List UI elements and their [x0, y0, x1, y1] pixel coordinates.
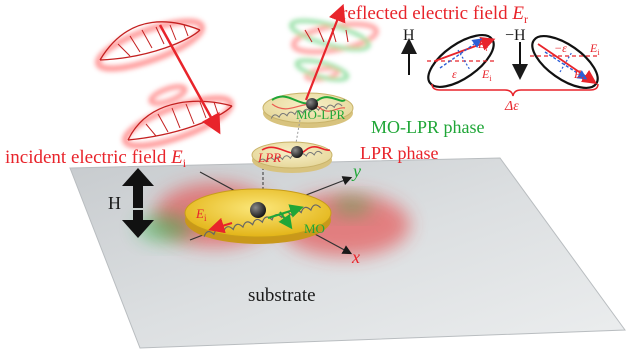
inset-left-ei: Ei — [481, 67, 492, 83]
substrate-label: substrate — [248, 285, 316, 306]
plasmonic-disk — [184, 188, 332, 244]
mo-lpr-phase-label: MO-LPR phase — [371, 117, 485, 137]
disk-mo-lpr-label: MO-LPR — [296, 107, 345, 122]
polarization-inset — [401, 34, 600, 97]
inset-delta-eps: Δε — [504, 99, 519, 114]
reflected-wave — [289, 3, 379, 101]
lpr-phase-label: LPR phase — [360, 143, 439, 163]
disk-ei-label: Ei — [195, 206, 207, 223]
axis-x-label: x — [351, 247, 360, 267]
lpr-disk — [251, 141, 333, 173]
incident-wave — [95, 18, 234, 149]
incident-field-label: incident electric field Ei — [5, 147, 187, 170]
inset-h-minus: −H — [505, 27, 526, 44]
inset-right-ei: Ei — [589, 41, 600, 57]
mo-lpr-disk — [262, 92, 354, 128]
h-field-label: H — [108, 193, 121, 213]
h-field-arrow — [122, 168, 154, 238]
axis-y-label: y — [351, 161, 361, 181]
inset-left-eps: ε — [452, 67, 457, 81]
disk-lpr-label: LPR — [257, 150, 281, 165]
inset-right-neg-eps: −ε — [554, 41, 567, 55]
disk-mo-label: MO — [304, 221, 325, 236]
inset-h-plus: H — [403, 27, 415, 44]
inset-left-er: Er — [477, 37, 488, 53]
reflected-field-label: reflected electric field Er — [341, 3, 528, 26]
inset-right-er: Er — [573, 67, 584, 83]
